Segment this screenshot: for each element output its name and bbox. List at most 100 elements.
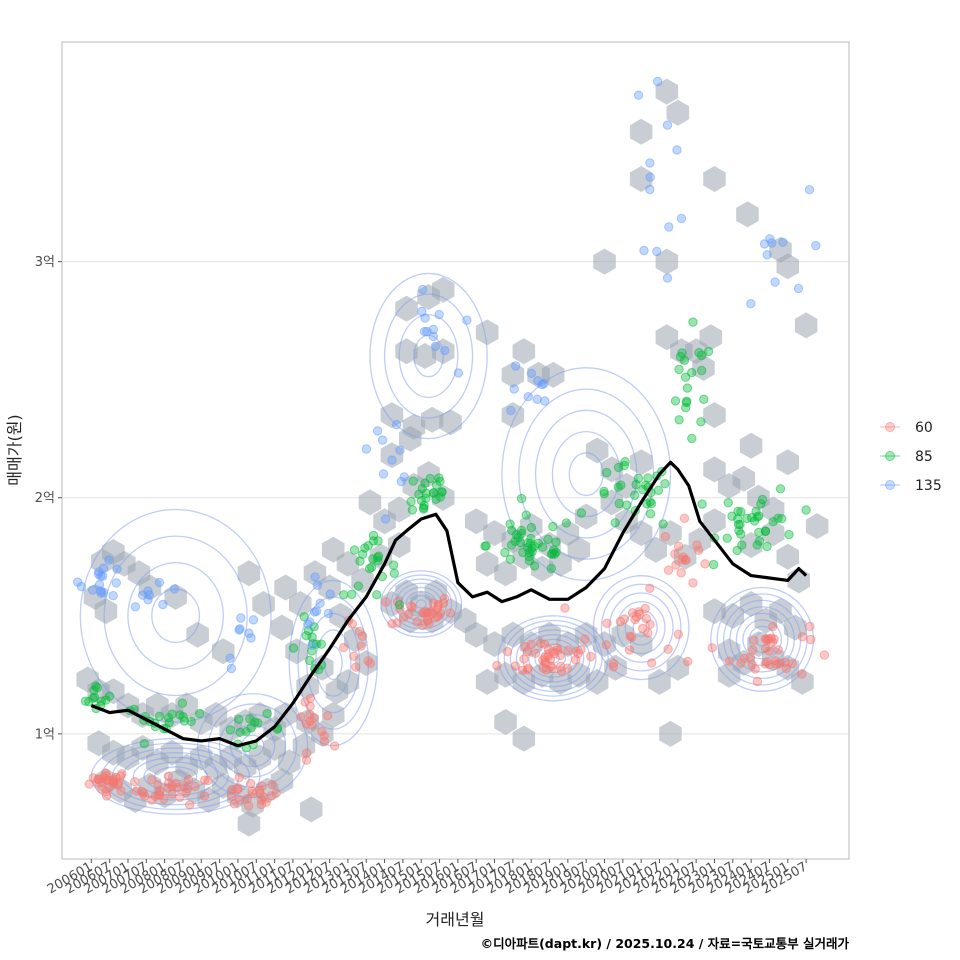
point-85 — [245, 714, 255, 724]
point-135 — [428, 331, 438, 342]
scatter-points — [73, 76, 830, 811]
density-contour — [515, 629, 591, 688]
point-85 — [630, 490, 640, 500]
point-135 — [526, 368, 537, 378]
point-60 — [692, 540, 702, 550]
point-85 — [406, 496, 416, 507]
hex-bin — [567, 536, 591, 563]
point-60 — [185, 800, 195, 810]
hex-bin — [270, 768, 294, 795]
point-135 — [417, 306, 427, 317]
point-60 — [724, 656, 734, 666]
point-60 — [544, 649, 554, 659]
point-85 — [262, 708, 272, 719]
point-60 — [351, 662, 361, 672]
point-60 — [752, 676, 763, 687]
y-axis-title: 매매가(원) — [5, 414, 24, 485]
density-contour — [522, 634, 585, 683]
point-85 — [177, 698, 188, 708]
point-85 — [760, 526, 771, 537]
point-135 — [662, 273, 673, 283]
point-85 — [699, 394, 709, 404]
point-135 — [645, 172, 655, 182]
point-60 — [700, 559, 710, 569]
point-135 — [94, 580, 105, 590]
point-135 — [523, 392, 533, 402]
point-60 — [431, 612, 442, 623]
density-contour — [716, 593, 808, 686]
point-135 — [811, 240, 821, 251]
point-135 — [391, 420, 402, 430]
density-contour — [509, 624, 597, 693]
point-135 — [387, 455, 397, 465]
point-60 — [694, 545, 704, 555]
point-135 — [419, 326, 430, 337]
point-135 — [315, 598, 325, 608]
point-135 — [154, 577, 165, 588]
hex-bin — [322, 702, 345, 728]
point-85 — [775, 484, 786, 494]
point-135 — [511, 361, 521, 371]
point-60 — [301, 719, 312, 729]
point-85 — [696, 417, 706, 427]
point-135 — [372, 426, 383, 436]
point-135 — [399, 472, 409, 482]
point-60 — [422, 607, 433, 618]
hex-bin — [659, 720, 682, 747]
legend: 60 85 135 — [880, 420, 942, 494]
point-60 — [428, 598, 438, 608]
y-tick-label: 3억 — [35, 255, 55, 270]
point-135 — [664, 222, 674, 232]
point-135 — [434, 309, 444, 320]
point-60 — [190, 781, 200, 792]
hex-bin — [648, 668, 671, 695]
density-contour — [218, 713, 287, 778]
hex-bin — [739, 532, 763, 558]
point-135 — [104, 555, 114, 565]
point-85 — [687, 433, 697, 444]
density-contour — [306, 612, 361, 714]
point-60 — [296, 712, 306, 722]
point-85 — [674, 415, 684, 425]
point-85 — [645, 509, 656, 519]
point-85 — [235, 727, 245, 737]
point-85 — [633, 473, 644, 484]
point-135 — [767, 238, 777, 248]
hex-bin — [776, 449, 799, 476]
panel-content — [73, 76, 830, 837]
point-85 — [88, 693, 98, 703]
hex-bin — [761, 520, 785, 547]
hex-bin — [380, 402, 404, 429]
point-85 — [339, 590, 349, 600]
point-60 — [543, 644, 554, 654]
point-135 — [532, 394, 542, 404]
point-135 — [676, 213, 687, 224]
point-85 — [737, 540, 747, 550]
hex-bin — [512, 725, 536, 752]
point-85 — [526, 522, 537, 533]
point-85 — [516, 493, 527, 504]
point-60 — [773, 645, 783, 655]
point-60 — [317, 726, 327, 737]
point-85 — [548, 521, 558, 532]
point-85 — [437, 487, 447, 497]
point-60 — [522, 665, 533, 675]
point-85 — [301, 631, 311, 641]
point-60 — [571, 655, 581, 665]
point-85 — [674, 364, 684, 375]
hex-bin — [512, 338, 536, 365]
point-135 — [672, 145, 682, 155]
point-60 — [683, 656, 693, 667]
hex-bin — [655, 248, 679, 275]
density-contour — [323, 645, 343, 681]
point-60 — [199, 791, 210, 801]
point-60 — [365, 658, 376, 668]
point-60 — [766, 633, 776, 643]
density-contour — [395, 582, 448, 626]
point-135 — [108, 591, 118, 601]
point-85 — [734, 526, 744, 536]
density-contour — [315, 629, 352, 697]
trend-line — [90, 460, 808, 748]
hex-bin — [270, 614, 294, 641]
